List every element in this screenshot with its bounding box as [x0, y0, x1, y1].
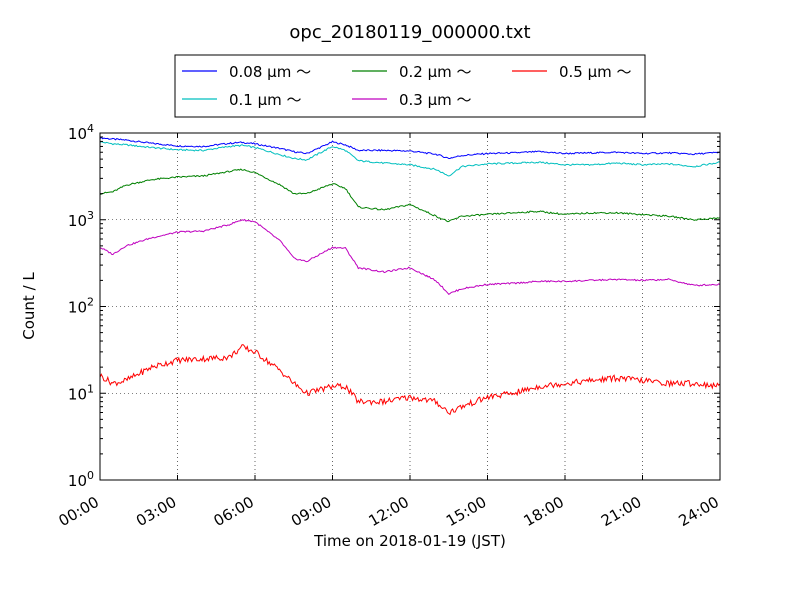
y-tick-label: 104 — [68, 122, 94, 143]
y-tick-label: 103 — [68, 209, 94, 230]
legend-label: 0.5 μm ～ — [559, 63, 632, 81]
y-tick-label: 101 — [68, 382, 94, 403]
series-line — [99, 168, 721, 223]
legend: 0.08 μm ～ 0.1 μm ～ 0.2 μm ～ 0.3 μm ～ 0.5 μm … — [174, 54, 646, 118]
series-line — [99, 141, 721, 177]
series-line — [99, 344, 721, 416]
legend-label: 0.08 μm ～ — [229, 63, 311, 81]
y-axis-title: Count / L — [20, 272, 38, 340]
legend-label: 0.1 μm ～ — [229, 91, 302, 109]
gridlines — [100, 133, 720, 480]
y-tick-label: 100 — [68, 469, 94, 490]
plot-area — [99, 132, 721, 481]
series-line — [99, 136, 721, 159]
legend-label: 0.2 μm ～ — [399, 63, 472, 81]
series-lines — [99, 136, 721, 416]
legend-label: 0.3 μm ～ — [399, 91, 472, 109]
series-line — [99, 218, 721, 295]
chart-title: opc_20180119_000000.txt — [289, 22, 530, 43]
x-axis-title: Time on 2018-01-19 (JST) — [313, 532, 506, 550]
y-tick-label: 102 — [68, 296, 94, 317]
y-tick-labels: 100 101 102 103 104 — [68, 122, 94, 490]
legend-box — [174, 54, 646, 118]
axis-ticks — [99, 132, 721, 481]
